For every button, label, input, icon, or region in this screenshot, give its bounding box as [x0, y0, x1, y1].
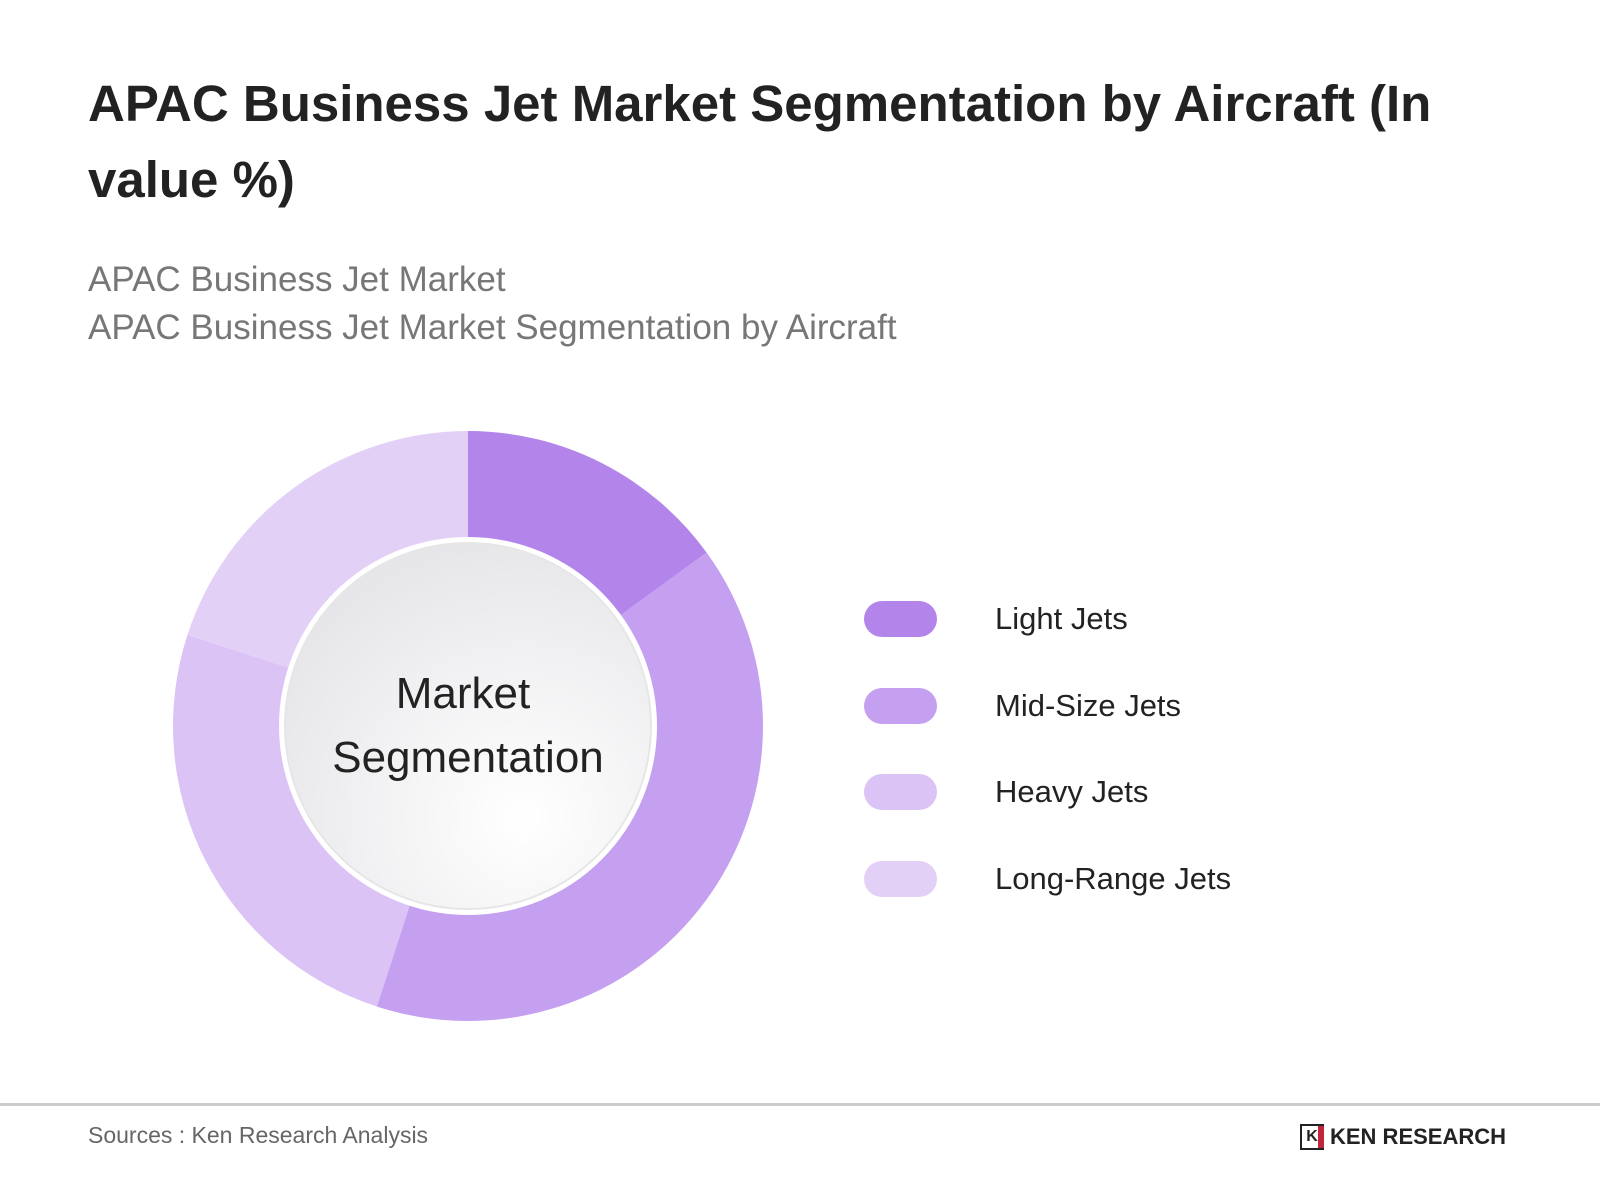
center-label-line-2: Segmentation [332, 733, 604, 782]
legend-swatch [864, 861, 937, 897]
legend-label: Long-Range Jets [995, 861, 1232, 896]
legend-swatch [864, 688, 937, 724]
slice-heavy-jets [173, 634, 422, 1007]
center-disc [284, 542, 652, 910]
source-note: Sources : Ken Research Analysis [88, 1122, 429, 1148]
subtitle-line-2: APAC Business Jet Market Segmentation by… [88, 308, 897, 347]
legend-label: Heavy Jets [995, 774, 1149, 809]
subtitle-line-1: APAC Business Jet Market [88, 260, 506, 299]
legend-item-light-jets: Light Jets [864, 601, 1128, 637]
legend-item-long-range-jets: Long-Range Jets [864, 861, 1231, 897]
legend-swatch [864, 601, 937, 637]
chart-title: APAC Business Jet Market Segmentation by… [88, 75, 1432, 208]
legend-label: Mid-Size Jets [995, 688, 1182, 723]
logo-mark-icon: K [1300, 1124, 1324, 1150]
legend-label: Light Jets [995, 601, 1128, 636]
logo-text: KEN RESEARCH [1330, 1124, 1507, 1149]
legend-item-mid-size-jets: Mid-Size Jets [864, 688, 1181, 724]
center-label-line-1: Market [396, 669, 530, 718]
ken-research-logo: K KEN RESEARCH [1300, 1124, 1506, 1150]
slice-long-range-jets [187, 431, 468, 680]
footer-divider [0, 1103, 1600, 1106]
legend-swatch [864, 774, 937, 810]
legend-item-heavy-jets: Heavy Jets [864, 774, 1148, 810]
